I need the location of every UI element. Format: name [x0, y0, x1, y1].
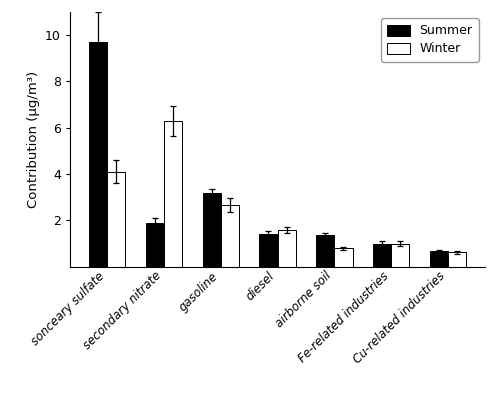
Bar [316, 235, 334, 267]
Bar [278, 230, 295, 267]
Bar [430, 251, 448, 267]
Bar [107, 172, 125, 267]
Bar [448, 252, 466, 267]
Bar [146, 222, 164, 267]
Bar [220, 205, 239, 267]
Y-axis label: Contribution (μg/m³): Contribution (μg/m³) [26, 71, 40, 208]
Legend: Summer, Winter: Summer, Winter [381, 18, 479, 62]
Bar [164, 121, 182, 267]
Bar [89, 42, 107, 267]
Bar [391, 244, 409, 267]
Bar [260, 234, 278, 267]
Bar [202, 193, 220, 267]
Bar [334, 248, 352, 267]
Bar [373, 244, 391, 267]
